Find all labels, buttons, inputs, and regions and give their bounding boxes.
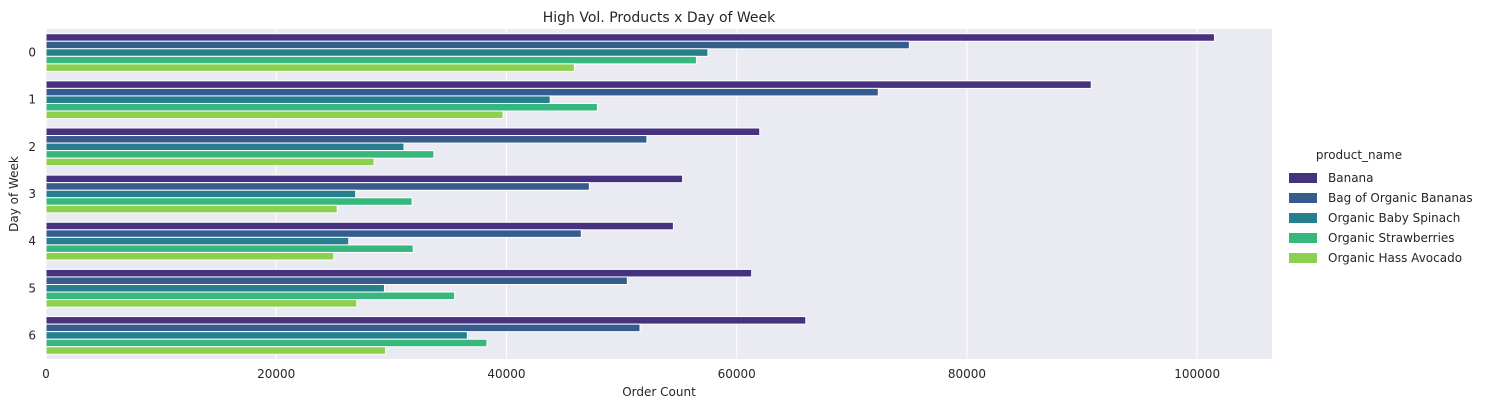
bar <box>45 135 648 144</box>
bar <box>45 142 405 152</box>
x-tick-label: 0 <box>42 367 50 381</box>
legend-label: Organic Hass Avocado <box>1328 251 1462 265</box>
legend-label: Organic Strawberries <box>1328 231 1455 245</box>
bar <box>45 276 628 286</box>
bar <box>45 174 684 184</box>
y-tick-label: 6 <box>28 328 36 342</box>
y-axis-label: Day of Week <box>7 156 21 232</box>
bar <box>45 110 504 120</box>
bar <box>45 268 753 278</box>
bar <box>45 40 910 50</box>
y-tick-label: 5 <box>28 281 36 295</box>
legend-swatch <box>1289 253 1317 263</box>
bar <box>45 87 879 97</box>
chart-title: High Vol. Products x Day of Week <box>543 10 776 26</box>
legend-swatch <box>1289 213 1317 223</box>
bar <box>45 189 357 199</box>
bar <box>45 251 335 261</box>
x-tick-label: 100000 <box>1174 367 1220 381</box>
bar <box>45 102 598 112</box>
x-tick-label: 80000 <box>948 367 986 381</box>
y-tick-label: 0 <box>28 46 36 60</box>
bar <box>45 229 582 238</box>
legend-label: Banana <box>1328 171 1374 185</box>
bar <box>45 236 350 246</box>
bar <box>45 291 456 301</box>
bar <box>45 63 575 72</box>
legend-title: product_name <box>1316 148 1402 162</box>
x-axis-label: Order Count <box>622 385 696 399</box>
bar <box>45 182 590 191</box>
bar <box>45 284 385 293</box>
bar <box>45 323 641 333</box>
bar <box>45 157 375 167</box>
bar <box>45 150 435 159</box>
bar <box>45 127 761 137</box>
legend-swatch <box>1289 173 1317 183</box>
bar <box>45 80 1092 89</box>
bar <box>45 331 468 340</box>
x-tick-label: 20000 <box>257 367 295 381</box>
y-tick-label: 2 <box>28 140 36 154</box>
bar <box>45 55 697 65</box>
legend-swatch <box>1289 193 1317 203</box>
bar <box>45 346 387 355</box>
bar <box>45 221 674 231</box>
bar <box>45 338 488 348</box>
x-tick-label: 60000 <box>718 367 756 381</box>
legend-swatch <box>1289 233 1317 243</box>
legend-label: Bag of Organic Bananas <box>1328 191 1473 205</box>
bar <box>45 299 358 308</box>
bar <box>45 48 709 57</box>
bar <box>45 95 551 104</box>
bar <box>45 316 807 325</box>
bar <box>45 244 414 253</box>
legend-label: Organic Baby Spinach <box>1328 211 1460 225</box>
y-tick-label: 3 <box>28 187 36 201</box>
y-tick-label: 4 <box>28 234 36 248</box>
x-tick-label: 40000 <box>487 367 525 381</box>
y-tick-label: 1 <box>28 93 36 107</box>
bar <box>45 197 413 206</box>
bar <box>45 33 1215 42</box>
bar <box>45 204 338 214</box>
